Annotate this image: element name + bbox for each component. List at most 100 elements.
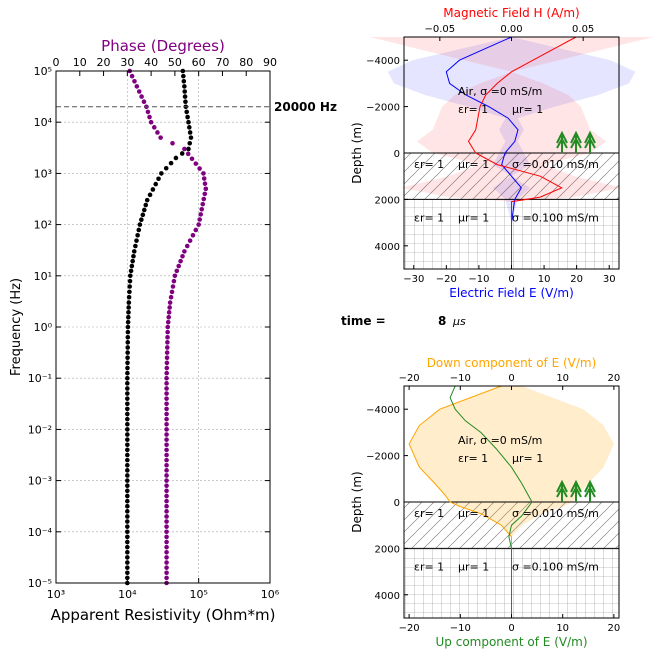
x-top-tick-label: 50 [168,56,182,69]
resistivity-point [126,300,132,305]
em-field-chart-bottom: Air, σ =0 mS/m εr= 1 μr= 1 εr= 1 μr= 1 σ =0.0… [350,356,620,649]
resistivity-point [184,109,189,115]
phase-point [164,345,170,350]
phase-point [141,99,147,104]
phase-point [200,201,206,207]
resistivity-point [125,483,130,489]
phase-point [187,238,193,243]
phase-point [164,519,169,524]
resistivity-point [126,305,131,310]
phase-series [127,68,209,586]
resistivity-point [181,78,187,84]
phase-point [193,227,199,233]
resistivity-point [136,227,142,233]
resistivity-point [129,263,135,269]
y-tick-label: 10⁻¹ [28,372,52,385]
y-tick-label: −2000 [366,103,400,114]
tree-icon [584,479,596,502]
phase-point [164,350,170,355]
resistivity-point [125,462,130,468]
y-tick-label: −2000 [366,452,400,463]
y-tick-label: −4000 [366,405,400,416]
phase-point [203,186,209,192]
resistivity-point [144,197,150,203]
resistivity-point [125,365,130,371]
resistivity-point [125,437,130,442]
phase-point [165,329,170,335]
phase-point [164,560,169,565]
y-tick-label: 10³ [34,167,52,180]
y-tick-label: 0 [394,149,400,160]
resistivity-point [134,238,139,243]
phase-point [193,161,199,166]
phase-point [164,421,169,427]
phase-point [165,319,171,325]
resistivity-point [159,171,164,176]
phase-point [164,493,169,499]
depth-axis-label: Depth (m) [350,122,364,183]
layer-label: μr= 1 [458,560,489,573]
resistivity-point [125,488,130,494]
layer-label: σ =0.010 mS/m [512,507,599,520]
x-tick-label: 10³ [47,588,65,601]
resistivity-point [125,493,130,499]
phase-point [165,340,170,345]
up-component-axis-label: Up component of E (V/m) [436,635,588,649]
x-top-tick-label: 10 [73,56,87,69]
layer-label: εr= 1 [414,211,444,224]
time-unit: μs [452,315,466,328]
phase-point [182,146,187,152]
resistivity-point [125,396,130,401]
resistivity-point [128,268,134,274]
resistivity-point [125,329,131,335]
resistivity-point [182,84,187,89]
x-tick-label: 20 [608,623,621,634]
resistivity-point [125,391,130,396]
phase-point [174,268,180,274]
resistivity-point [125,544,130,550]
electric-field-line [445,36,522,269]
phase-point [164,524,169,529]
phase-point [132,78,137,84]
layer-label: Air, σ =0 mS/m [458,434,542,447]
y-tick-label: 10⁻⁵ [28,577,52,590]
resistivity-point [125,560,130,565]
phase-point [164,473,169,478]
layer-label: σ =0.100 mS/m [512,560,599,573]
x-tick-label: 0 [508,623,514,634]
x-top-tick-label: 0 [508,373,514,384]
x-top-tick-label: 90 [263,56,277,69]
phase-point [129,73,135,79]
phase-point [166,310,172,315]
x-tick-label: 10⁶ [261,588,280,601]
x-tick-label: 10 [556,623,569,634]
tree-icons [556,479,596,502]
phase-point [170,284,176,289]
phase-point [164,570,169,576]
layer-label: Air, σ =0 mS/m [458,85,542,98]
y-tick-label: 10⁻³ [28,475,52,488]
resistivity-point [125,509,130,514]
phase-point [164,509,169,514]
phase-point [178,258,183,264]
phase-point [171,278,177,284]
phase-point [164,514,169,519]
resistivity-point [125,565,130,570]
resistivity-point [125,498,130,504]
resistivity-point [126,314,131,320]
bottom-right-tick-labels: −4000 −2000 0 2000 4000 −20 −20 −10 −10 0 0 10 10 20 2… [366,373,620,634]
resistivity-point [127,278,133,284]
resistivity-point [125,549,130,555]
phase-point [164,401,169,407]
phase-point [164,447,169,453]
resistivity-point [125,514,130,519]
resistivity-point [125,370,130,376]
resistivity-point [188,135,194,140]
resistivity-point [143,202,149,208]
y-tick-label: 10⁰ [34,321,53,334]
tree-icon [556,130,568,153]
resistivity-point [125,529,130,535]
x-tick-label: 10 [538,274,551,285]
resistivity-point [125,534,130,540]
